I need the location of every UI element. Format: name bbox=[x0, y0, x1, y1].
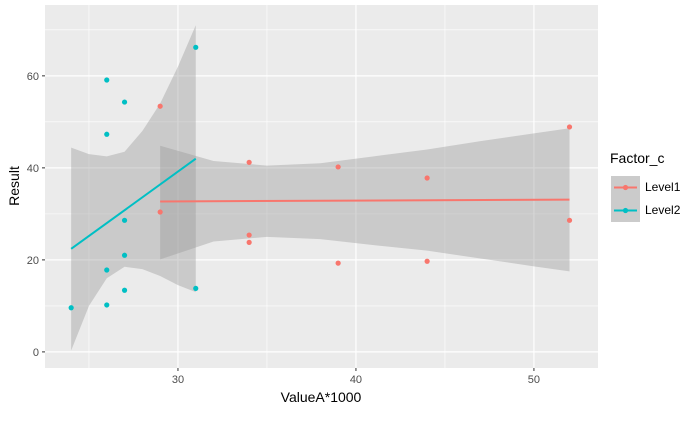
point-level1 bbox=[424, 258, 430, 264]
point-level1 bbox=[566, 124, 573, 130]
point-level1 bbox=[157, 103, 163, 109]
y-tick-label: 20 bbox=[27, 255, 39, 267]
x-axis-title: ValueA*1000 bbox=[281, 389, 362, 405]
y-axis-title: Result bbox=[6, 166, 22, 206]
fit-line-level1 bbox=[160, 198, 570, 203]
point-level1 bbox=[335, 164, 341, 170]
x-tick-label: 40 bbox=[350, 374, 362, 386]
legend-key-point bbox=[622, 207, 629, 214]
point-level2 bbox=[193, 44, 199, 50]
point-level1 bbox=[424, 175, 430, 181]
point-level2 bbox=[104, 77, 110, 83]
plot-panel bbox=[45, 5, 598, 368]
x-tick-label: 30 bbox=[172, 374, 184, 386]
point-level1 bbox=[335, 260, 341, 266]
point-level2 bbox=[121, 99, 128, 105]
point-level1 bbox=[246, 239, 252, 245]
point-level1 bbox=[246, 159, 252, 165]
data-points bbox=[68, 44, 573, 311]
point-level2 bbox=[104, 302, 110, 308]
legend-label-level1: Level1 bbox=[645, 180, 681, 194]
point-level2 bbox=[104, 131, 110, 137]
fit-lines bbox=[70, 157, 570, 250]
point-level1 bbox=[246, 232, 252, 238]
y-tick-label: 0 bbox=[33, 347, 39, 359]
legend-label-level2: Level2 bbox=[645, 203, 681, 217]
point-level2 bbox=[121, 252, 128, 258]
axes: 30 40 50 0 20 40 60 bbox=[27, 71, 540, 386]
point-level2 bbox=[121, 217, 128, 223]
point-level2 bbox=[104, 267, 110, 273]
y-tick-label: 40 bbox=[27, 163, 39, 175]
point-level1 bbox=[157, 209, 163, 215]
fit-line-level2 bbox=[70, 157, 197, 250]
point-level2 bbox=[68, 305, 74, 311]
point-level1 bbox=[566, 217, 573, 223]
legend-title: Factor_c bbox=[610, 150, 664, 166]
legend: Factor_c Level1 Level2 bbox=[610, 150, 681, 222]
legend-key-point bbox=[622, 184, 629, 191]
confidence-band-level2 bbox=[71, 25, 196, 351]
point-level2 bbox=[121, 287, 128, 293]
x-tick-label: 50 bbox=[528, 374, 540, 386]
grid bbox=[45, 5, 598, 368]
y-tick-label: 60 bbox=[27, 71, 39, 83]
point-level2 bbox=[193, 285, 199, 292]
